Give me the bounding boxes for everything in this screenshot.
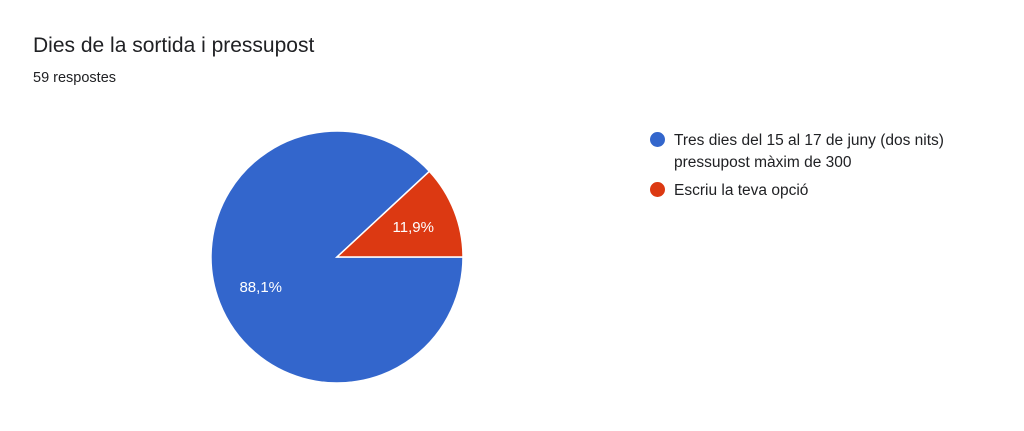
legend-item[interactable]: Tres dies del 15 al 17 de juny (dos nits… bbox=[650, 130, 990, 174]
legend-label: Escriu la teva opció bbox=[674, 182, 809, 199]
slice-label: 88,1% bbox=[239, 279, 282, 296]
pie-slice[interactable] bbox=[335, 170, 464, 258]
slice-label: 11,9% bbox=[393, 219, 434, 236]
legend-item[interactable]: Escriu la teva opció bbox=[650, 180, 990, 202]
response-count: 59 respostes bbox=[33, 70, 117, 86]
legend: Tres dies del 15 al 17 de juny (dos nits… bbox=[650, 130, 990, 208]
legend-swatch bbox=[650, 132, 665, 147]
legend-swatch bbox=[650, 182, 665, 197]
chart-title: Dies de la sortida i pressupost bbox=[33, 34, 315, 57]
legend-label: Tres dies del 15 al 17 de juny (dos nits… bbox=[674, 132, 944, 171]
pie-slice[interactable] bbox=[210, 130, 464, 384]
